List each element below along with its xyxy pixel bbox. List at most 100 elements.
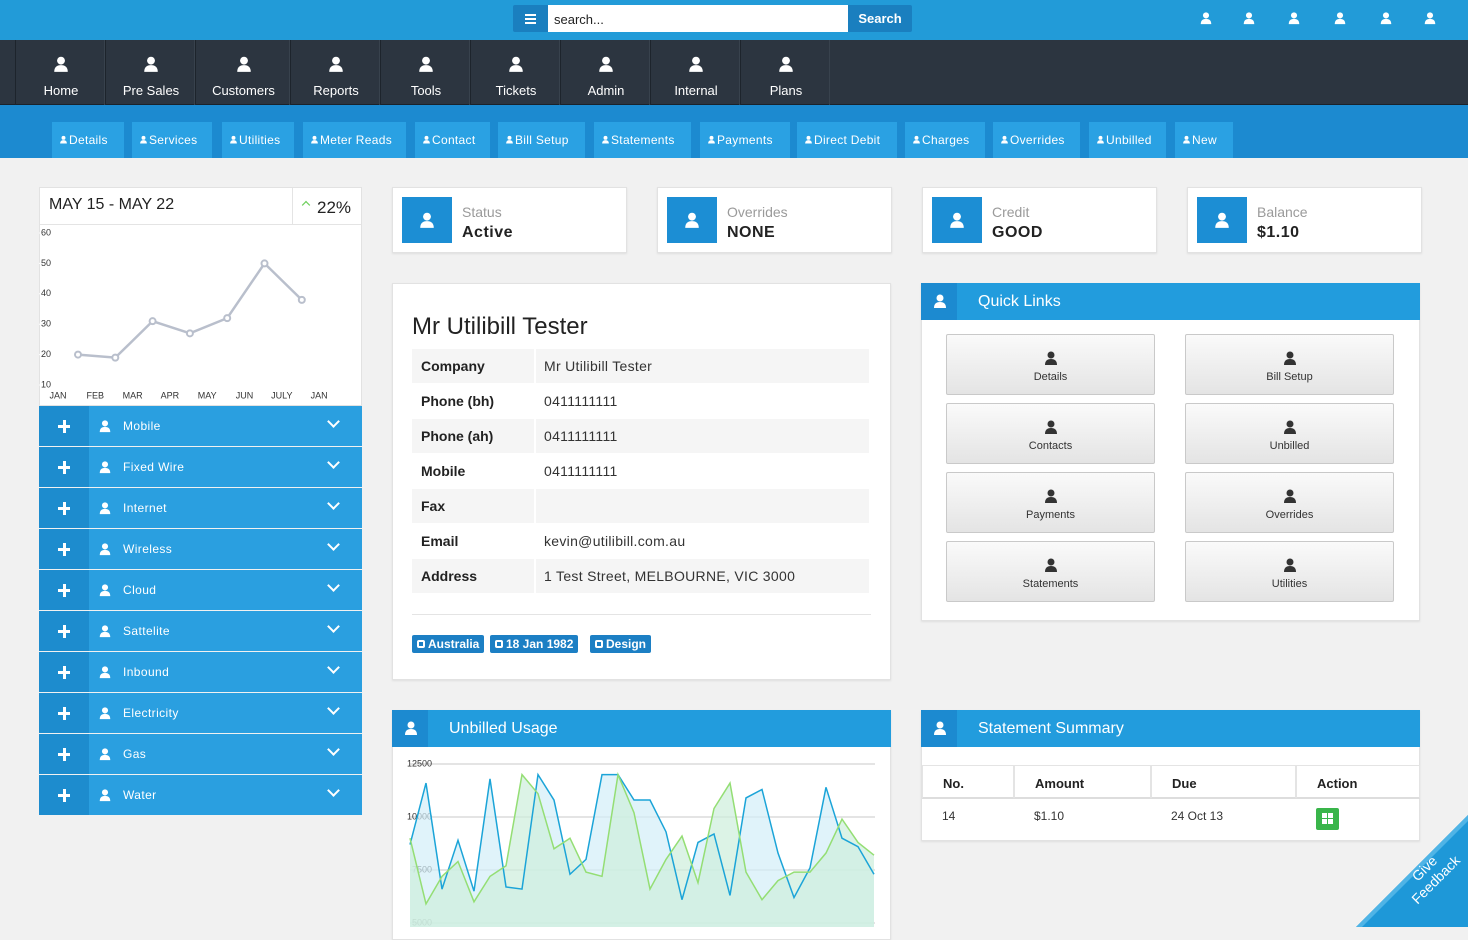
tab[interactable]: Services — [132, 122, 212, 158]
nav-item[interactable]: Tools — [380, 40, 470, 105]
icon — [1183, 135, 1190, 144]
glyph — [1334, 18, 1346, 25]
quick-link-button[interactable]: Unbilled — [1185, 403, 1394, 464]
row-label-cell — [412, 559, 534, 593]
nav-item[interactable]: Admin — [560, 40, 650, 105]
quick-link-button[interactable]: Overrides — [1185, 472, 1394, 533]
accordion-toggle[interactable] — [39, 611, 89, 651]
plus-v — [63, 748, 66, 761]
tab[interactable]: New — [1175, 122, 1233, 158]
tab[interactable]: Utilities — [222, 122, 294, 158]
accordion-toggle[interactable] — [39, 488, 89, 528]
tab[interactable]: Unbilled — [1089, 122, 1166, 158]
accordion-toggle[interactable] — [39, 775, 89, 815]
nav-label: Plans — [769, 83, 803, 98]
service-label: Internet — [123, 501, 167, 515]
panel-icon-box — [921, 283, 957, 320]
row-label: Email — [421, 533, 459, 549]
accordion-toggle[interactable] — [39, 406, 89, 446]
glyph — [782, 56, 790, 65]
glyph — [689, 65, 703, 72]
service-label: Water — [123, 788, 157, 802]
tab[interactable]: Details — [52, 122, 124, 158]
nav-label: Tickets — [495, 83, 537, 98]
row-label: Fax — [421, 498, 446, 514]
chevron — [327, 497, 340, 510]
accordion-toggle[interactable] — [39, 693, 89, 733]
quick-link-button[interactable]: Statements — [946, 541, 1155, 602]
accordion-row[interactable]: Gas — [89, 734, 362, 774]
row-value-cell — [536, 559, 869, 593]
tab[interactable]: Payments — [700, 122, 790, 158]
status-value: $1.10 — [1257, 224, 1300, 241]
nav-item[interactable]: Internal — [650, 40, 740, 105]
toolbar-button[interactable] — [1196, 9, 1216, 29]
icon — [1380, 12, 1392, 25]
accordion-toggle[interactable] — [39, 734, 89, 774]
action-button[interactable] — [1316, 808, 1339, 830]
search-button[interactable]: Search — [848, 5, 912, 32]
tab[interactable]: Charges — [905, 122, 985, 158]
icon — [934, 294, 946, 308]
accordion-row[interactable]: Sattelite — [89, 611, 362, 651]
glyph — [1097, 140, 1104, 144]
accordion-row[interactable]: Cloud — [89, 570, 362, 610]
quick-link-button[interactable]: Contacts — [946, 403, 1155, 464]
accordion-row[interactable]: Fixed Wire — [89, 447, 362, 487]
accordion-row[interactable]: Electricity — [89, 693, 362, 733]
icon — [1284, 558, 1296, 572]
tab[interactable]: Overrides — [993, 122, 1080, 158]
search-input[interactable]: search... — [548, 5, 848, 32]
nav-item[interactable]: Home — [15, 40, 105, 105]
tab[interactable]: Statements — [594, 122, 691, 158]
glyph — [422, 56, 430, 65]
toolbar-button[interactable] — [1376, 9, 1396, 29]
tab[interactable]: Direct Debit — [797, 122, 897, 158]
service-label: Sattelite — [123, 624, 170, 638]
row-label-cell — [412, 384, 534, 418]
accordion-row[interactable]: Mobile — [89, 406, 362, 446]
nav-item[interactable]: Reports — [290, 40, 380, 105]
trend-title: MAY 15 - MAY 22 — [49, 196, 175, 213]
glyph — [101, 584, 109, 591]
accordion-row[interactable]: Water — [89, 775, 362, 815]
accordion-row[interactable]: Internet — [89, 488, 362, 528]
tab[interactable]: Bill Setup — [498, 122, 585, 158]
panel-header — [392, 710, 891, 747]
toolbar-button[interactable] — [1420, 9, 1440, 29]
tab[interactable]: Meter Reads — [303, 122, 406, 158]
accordion-row[interactable]: Wireless — [89, 529, 362, 569]
toolbar-button[interactable] — [1330, 9, 1350, 29]
quick-link-button[interactable]: Utilities — [1185, 541, 1394, 602]
nav-item[interactable]: Pre Sales — [105, 40, 195, 105]
glyph — [99, 713, 111, 720]
accordion-toggle[interactable] — [39, 529, 89, 569]
glyph — [1215, 221, 1229, 228]
glyph — [950, 221, 964, 228]
accordion-toggle[interactable] — [39, 652, 89, 692]
nav-item[interactable]: Plans — [740, 40, 830, 105]
quick-link-label: Overrides — [1265, 509, 1314, 521]
icon — [60, 135, 67, 144]
glyph — [60, 140, 67, 144]
row-label-cell — [412, 454, 534, 488]
quick-link-button[interactable]: Payments — [946, 472, 1155, 533]
glyph — [512, 56, 520, 65]
accordion-toggle[interactable] — [39, 570, 89, 610]
toolbar-button[interactable] — [1284, 9, 1304, 29]
icon — [99, 625, 111, 638]
accordion-toggle[interactable] — [39, 447, 89, 487]
tab-label: Statements — [611, 133, 675, 147]
quick-link-button[interactable]: Details — [946, 334, 1155, 395]
plus-v — [63, 502, 66, 515]
accordion-row[interactable]: Inbound — [89, 652, 362, 692]
quick-link-button[interactable]: Bill Setup — [1185, 334, 1394, 395]
toolbar-button[interactable] — [1239, 9, 1259, 29]
menu-button[interactable] — [513, 5, 548, 32]
nav-item[interactable]: Customers — [195, 40, 290, 105]
glyph — [423, 140, 430, 144]
nav-item[interactable]: Tickets — [470, 40, 560, 105]
row-value: kevin@utilibill.com.au — [544, 533, 686, 549]
icon — [1200, 12, 1212, 25]
tab[interactable]: Contact — [415, 122, 490, 158]
